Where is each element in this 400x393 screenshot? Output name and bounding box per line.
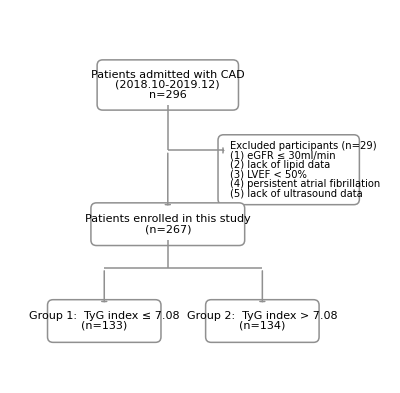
- Text: n=296: n=296: [149, 90, 187, 100]
- Text: (n=267): (n=267): [144, 224, 191, 234]
- Text: (2018.10-2019.12): (2018.10-2019.12): [116, 80, 220, 90]
- FancyBboxPatch shape: [97, 60, 238, 110]
- Text: Patients enrolled in this study: Patients enrolled in this study: [85, 214, 251, 224]
- Text: (2) lack of lipid data: (2) lack of lipid data: [230, 160, 331, 170]
- FancyBboxPatch shape: [218, 135, 359, 205]
- FancyBboxPatch shape: [206, 300, 319, 342]
- Text: (4) persistent atrial fibrillation: (4) persistent atrial fibrillation: [230, 179, 381, 189]
- Text: (3) LVEF < 50%: (3) LVEF < 50%: [230, 169, 307, 180]
- Text: Group 1:  TyG index ≤ 7.08: Group 1: TyG index ≤ 7.08: [29, 311, 180, 321]
- Text: (5) lack of ultrasound data: (5) lack of ultrasound data: [230, 189, 363, 199]
- FancyBboxPatch shape: [91, 203, 245, 246]
- Text: (n=133): (n=133): [81, 321, 127, 331]
- FancyBboxPatch shape: [48, 300, 161, 342]
- Text: Excluded participants (n=29): Excluded participants (n=29): [230, 141, 377, 151]
- Text: (1) eGFR ≤ 30ml/min: (1) eGFR ≤ 30ml/min: [230, 150, 336, 160]
- Text: Patients admitted with CAD: Patients admitted with CAD: [91, 70, 245, 80]
- Text: (n=134): (n=134): [239, 321, 286, 331]
- Text: Group 2:  TyG index > 7.08: Group 2: TyG index > 7.08: [187, 311, 338, 321]
